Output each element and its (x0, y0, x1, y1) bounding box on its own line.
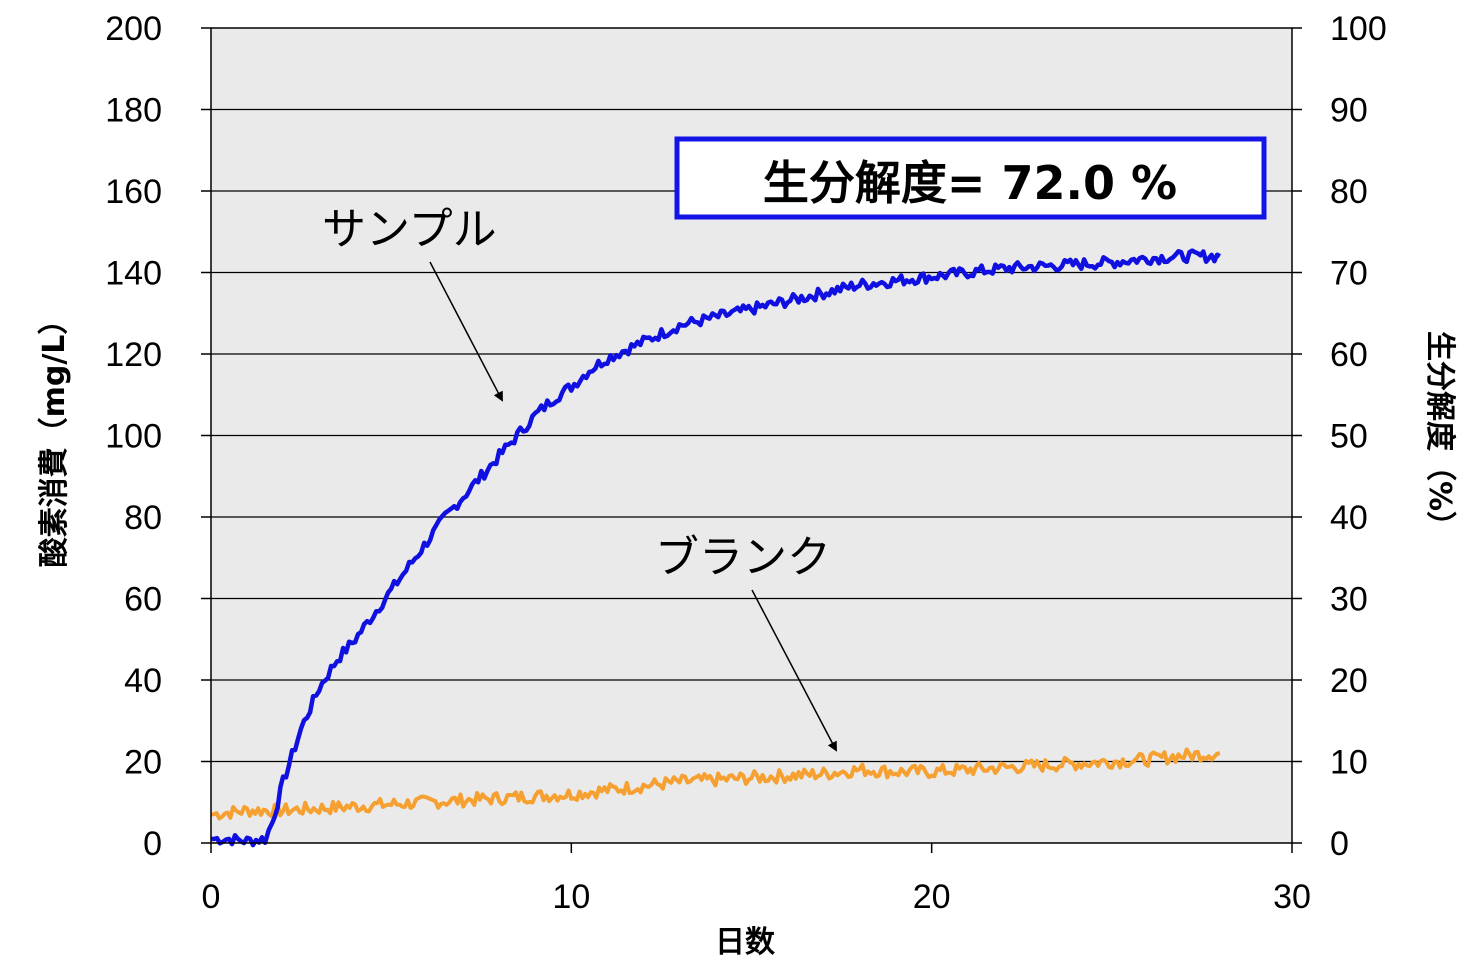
arrow-blank (751, 589, 837, 752)
result-text: 生分解度= 72.0 % (763, 156, 1177, 210)
grid-lines (211, 108, 1292, 763)
series-line-blank (210, 747, 1221, 821)
y-tick-label: 40 (124, 662, 162, 700)
y2-tick-label: 60 (1330, 336, 1368, 374)
x-tick-label: 10 (552, 878, 590, 916)
y2-tick-label: 70 (1330, 255, 1368, 293)
y2-axis-title: 生分解度（%） (1422, 331, 1457, 541)
ticks-layer: 0204060801001201401601802000102030405060… (105, 10, 1386, 916)
arrow-sample (429, 261, 503, 402)
y2-tick-label: 50 (1330, 418, 1368, 456)
y-tick-label: 20 (124, 744, 162, 782)
y2-tick-label: 100 (1330, 10, 1387, 48)
y-tick-label: 180 (105, 92, 162, 130)
series-layer (210, 248, 1221, 848)
y-tick-label: 120 (105, 336, 162, 374)
y2-tick-label: 40 (1330, 499, 1368, 537)
series-line-sample (210, 248, 1221, 848)
y-tick-label: 0 (143, 825, 162, 863)
y-tick-label: 160 (105, 173, 162, 211)
y2-tick-label: 10 (1330, 744, 1368, 782)
y2-tick-label: 30 (1330, 581, 1368, 619)
series-label-blank: ブランク (655, 532, 831, 583)
x-tick-label: 20 (913, 878, 951, 916)
y2-tick-label: 20 (1330, 662, 1368, 700)
y2-tick-label: 80 (1330, 173, 1368, 211)
y-tick-label: 100 (105, 418, 162, 456)
y-tick-label: 80 (124, 499, 162, 537)
series-label-sample: サンプル (322, 204, 497, 255)
x-axis-title: 日数 (715, 925, 776, 960)
y-axis-title: 酸素消費（mg/L） (37, 305, 72, 568)
y-tick-label: 60 (124, 581, 162, 619)
result-box (674, 136, 1267, 220)
y-tick-label: 200 (105, 10, 162, 48)
y-tick-label: 140 (105, 255, 162, 293)
y2-tick-label: 90 (1330, 92, 1368, 130)
x-tick-label: 30 (1273, 878, 1311, 916)
y2-tick-label: 0 (1330, 825, 1349, 863)
x-tick-label: 0 (202, 878, 221, 916)
